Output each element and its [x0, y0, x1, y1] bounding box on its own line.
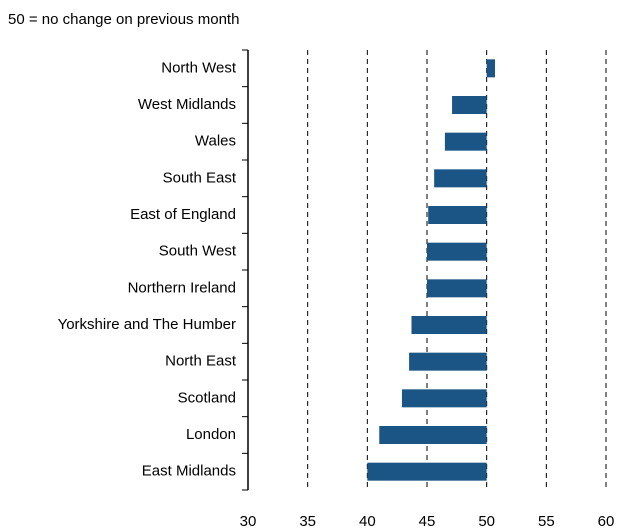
x-tick-label: 40 [359, 513, 376, 530]
y-tick-label: South West [159, 243, 237, 260]
bar [428, 206, 487, 224]
chart-subtitle: 50 = no change on previous month [8, 11, 239, 28]
y-tick-label: Northern Ireland [128, 279, 236, 296]
y-tick-label: Wales [195, 133, 236, 150]
y-tick-label: Scotland [178, 389, 236, 406]
y-tick-label: Yorkshire and The Humber [58, 316, 236, 333]
bar [486, 59, 496, 78]
bar [401, 389, 487, 408]
bar [411, 316, 487, 334]
bar [452, 96, 487, 114]
y-tick-label: North West [161, 59, 237, 76]
bar [434, 169, 487, 188]
bar [444, 132, 487, 151]
bar [379, 426, 487, 444]
x-tick-label: 35 [299, 513, 316, 530]
y-tick-label: East Midlands [142, 463, 236, 480]
x-tick-label: 50 [478, 513, 495, 530]
y-tick-label: South East [163, 169, 237, 186]
bar [409, 352, 487, 371]
y-tick-label: London [186, 426, 236, 443]
x-tick-label: 60 [598, 513, 615, 530]
x-tick-label: 30 [240, 513, 257, 530]
bar [427, 279, 487, 298]
x-tick-label: 45 [419, 513, 436, 530]
y-tick-label: West Midlands [138, 96, 236, 113]
y-tick-label: North East [165, 353, 237, 370]
y-tick-label: East of England [130, 206, 236, 223]
bar [427, 242, 487, 261]
bar [367, 462, 487, 481]
x-tick-label: 55 [538, 513, 555, 530]
